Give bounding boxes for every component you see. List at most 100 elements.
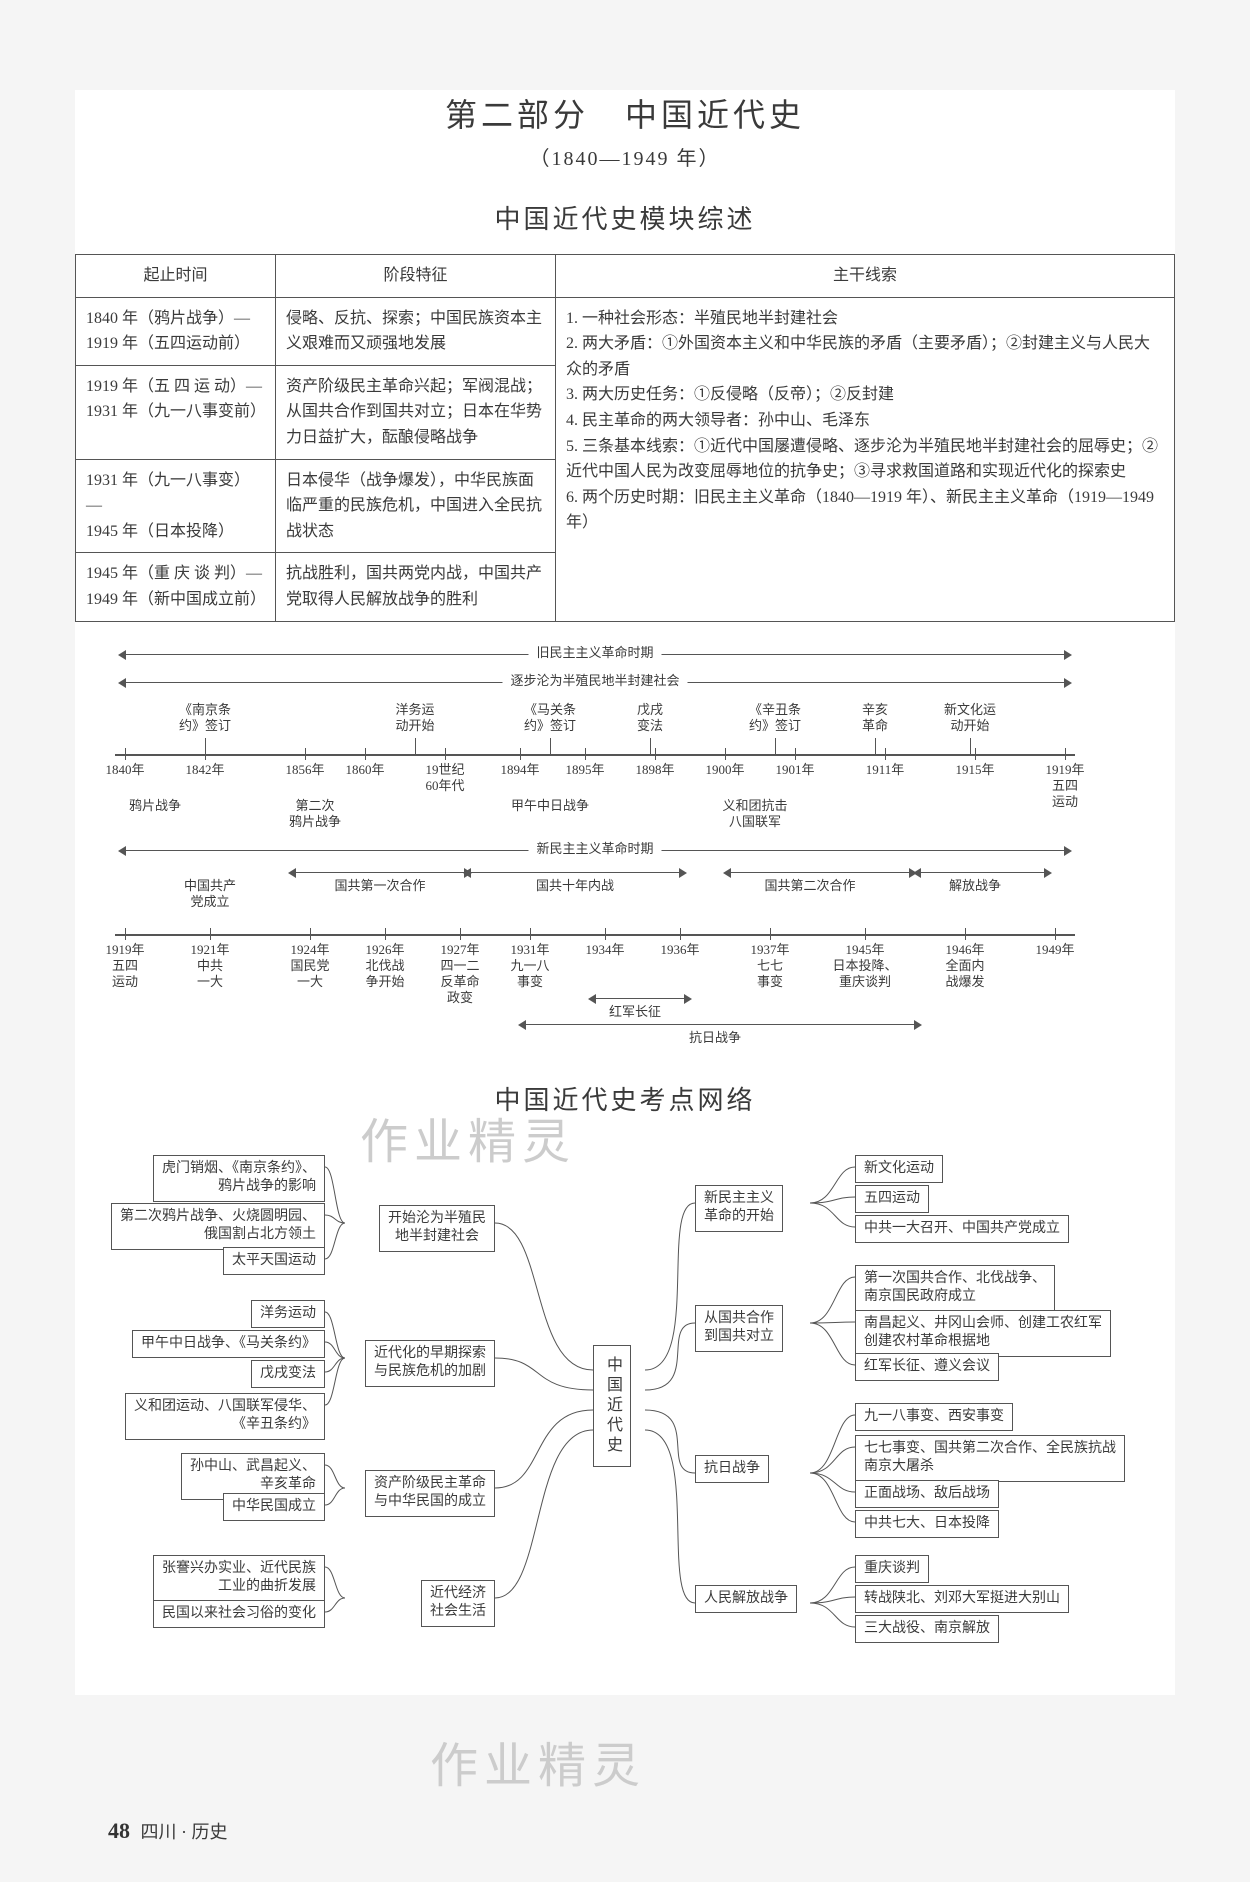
mm-right-hub: 人民解放战争 xyxy=(695,1585,797,1614)
cell-r1c0: 1919 年（五 四 运 动）— 1931 年（九一八事变前） xyxy=(76,365,276,459)
page-footer: 48 四川 · 历史 xyxy=(108,1818,228,1844)
page-content: 第二部分 中国近代史 （1840—1949 年） 中国近代史模块综述 起止时间 … xyxy=(75,90,1175,1695)
tl2-year: 1945年 日本投降、 重庆谈判 xyxy=(832,942,897,991)
mm-right-hub: 从国共合作 到国共对立 xyxy=(695,1305,783,1353)
tl1-event: 辛亥 革命 xyxy=(862,702,888,735)
tl1-year: 1911年 xyxy=(866,762,905,778)
era2-label: 新民主主义革命时期 xyxy=(528,838,661,857)
section-heading-2: 中国近代史考点网络 xyxy=(75,1080,1175,1117)
mm-right-leaf: 正面战场、敌后战场 xyxy=(855,1480,999,1509)
tl2-top: 国共第二次合作 xyxy=(764,878,855,894)
tl2-year: 1926年 北伐战 争开始 xyxy=(365,942,404,991)
cell-col3: 1. 一种社会形态：半殖民地半封建社会 2. 两大矛盾：①外国资本主义和中华民族… xyxy=(556,297,1175,621)
tl2-top: 中国共产 党成立 xyxy=(184,878,236,911)
cell-r2c1: 日本侵华（战争爆发），中华民族面临严重的民族危机，中国进入全民抗战状态 xyxy=(276,459,556,553)
page-number: 48 xyxy=(108,1818,130,1843)
tl1-event: 新文化运 动开始 xyxy=(944,702,996,735)
tl2-year: 1949年 xyxy=(1035,942,1074,958)
tl2-year: 1919年 五四 运动 xyxy=(105,942,144,991)
cell-r0c1: 侵略、反抗、探索；中国民族资本主义艰难而又顽强地发展 xyxy=(276,297,556,365)
mm-right-leaf: 转战陕北、刘邓大军挺进大别山 xyxy=(855,1585,1069,1614)
cell-r2c0: 1931 年（九一八事变）— 1945 年（日本投降） xyxy=(76,459,276,553)
mm-left-leaf: 太平天国运动 xyxy=(223,1247,325,1276)
timeline-new-democracy: 新民主主义革命时期 中国共产 党成立国共第一次合作国共十年内战国共第二次合作解放… xyxy=(75,842,1175,1052)
title-main: 第二部分 中国近代史 xyxy=(75,90,1175,136)
mm-right-hub: 新民主主义 革命的开始 xyxy=(695,1185,783,1233)
tl1-year: 1915年 xyxy=(955,762,994,778)
tl1-year: 1840年 xyxy=(105,762,144,778)
tl1-event: 洋务运 动开始 xyxy=(395,702,434,735)
tl1-year: 1856年 xyxy=(285,762,324,778)
mm-left-leaf: 洋务运动 xyxy=(251,1300,325,1329)
mm-left-leaf: 义和团运动、八国联军侵华、 《辛丑条约》 xyxy=(125,1393,325,1441)
mm-left-leaf: 虎门销烟、《南京条约》、 鸦片战争的影响 xyxy=(153,1155,325,1203)
tl1-year: 19世纪 60年代 xyxy=(425,762,464,795)
mm-left-leaf: 民国以来社会习俗的变化 xyxy=(153,1600,325,1629)
mm-right-leaf: 重庆谈判 xyxy=(855,1555,929,1584)
tl2-year: 1937年 七七 事变 xyxy=(750,942,789,991)
mm-left-leaf: 甲午中日战争、《马关条约》 xyxy=(132,1330,325,1359)
tl2-below: 红军长征 xyxy=(609,1004,661,1020)
mm-right-hub: 抗日战争 xyxy=(695,1455,769,1484)
tl2-year: 1936年 xyxy=(660,942,699,958)
mm-left-leaf: 第二次鸦片战争、火烧圆明园、 俄国割占北方领土 xyxy=(111,1203,325,1251)
cell-r3c0: 1945 年（重 庆 谈 判）— 1949 年（新中国成立前） xyxy=(76,553,276,621)
tl1-year: 1894年 xyxy=(500,762,539,778)
tl1-year: 1900年 xyxy=(705,762,744,778)
cell-r3c1: 抗战胜利，国共两党内战，中国共产党取得人民解放战争的胜利 xyxy=(276,553,556,621)
tl1-below: 第二次 鸦片战争 xyxy=(289,798,341,831)
tl1-event: 戊戌 变法 xyxy=(637,702,663,735)
tl2-year: 1927年 四一二 反革命 政变 xyxy=(440,942,479,1007)
mindmap-center: 中国近代史 xyxy=(593,1345,631,1467)
tl2-below: 抗日战争 xyxy=(689,1030,741,1046)
tl1-year: 1919年 五四 运动 xyxy=(1045,762,1084,811)
summary-table: 起止时间 阶段特征 主干线索 1840 年（鸦片战争）— 1919 年（五四运动… xyxy=(75,254,1175,622)
tl1-below: 鸦片战争 xyxy=(129,798,181,814)
tl2-year: 1946年 全面内 战爆发 xyxy=(945,942,984,991)
tl1-below: 甲午中日战争 xyxy=(511,798,589,814)
tl1-year: 1860年 xyxy=(345,762,384,778)
mm-left-hub: 资产阶级民主革命 与中华民国的成立 xyxy=(365,1470,495,1518)
tl1-event: 《南京条 约》签订 xyxy=(179,702,231,735)
th-feature: 阶段特征 xyxy=(276,255,556,298)
tl1-year: 1895年 xyxy=(565,762,604,778)
mm-left-leaf: 中华民国成立 xyxy=(223,1493,325,1522)
tl1-event: 《马关条 约》签订 xyxy=(524,702,576,735)
tl1-year: 1842年 xyxy=(185,762,224,778)
mm-left-leaf: 戊戌变法 xyxy=(251,1360,325,1389)
tl1-year: 1898年 xyxy=(635,762,674,778)
tl1-year: 1901年 xyxy=(775,762,814,778)
tl1-event: 《辛丑条 约》签订 xyxy=(749,702,801,735)
cell-r1c1: 资产阶级民主革命兴起；军阀混战；从国共合作到国共对立；日本在华势力日益扩大，酝酿… xyxy=(276,365,556,459)
mm-right-leaf: 九一八事变、西安事变 xyxy=(855,1403,1013,1432)
mm-left-hub: 近代经济 社会生活 xyxy=(421,1580,495,1628)
th-time: 起止时间 xyxy=(76,255,276,298)
mm-left-hub: 开始沦为半殖民 地半封建社会 xyxy=(379,1205,495,1253)
sub1-label: 逐步沦为半殖民地半封建社会 xyxy=(502,670,687,689)
mm-right-leaf: 七七事变、国共第二次合作、全民族抗战 南京大屠杀 xyxy=(855,1435,1125,1483)
mm-left-hub: 近代化的早期探索 与民族危机的加剧 xyxy=(365,1340,495,1388)
tl2-top: 国共第一次合作 xyxy=(334,878,425,894)
tl2-year: 1934年 xyxy=(585,942,624,958)
mm-right-leaf: 五四运动 xyxy=(855,1185,929,1214)
watermark-2: 作业精灵 xyxy=(430,1726,646,1796)
tl2-top: 解放战争 xyxy=(949,878,1001,894)
tl2-year: 1921年 中共 一大 xyxy=(190,942,229,991)
timeline-old-democracy: 旧民主主义革命时期 逐步沦为半殖民地半封建社会 《南京条 约》签订洋务运 动开始… xyxy=(75,646,1175,836)
tl2-year: 1924年 国民党 一大 xyxy=(290,942,329,991)
section-heading-1: 中国近代史模块综述 xyxy=(75,199,1175,236)
mindmap: 中国近代史 开始沦为半殖民 地半封建社会近代化的早期探索 与民族危机的加剧资产阶… xyxy=(75,1135,1175,1695)
mm-right-leaf: 南昌起义、井冈山会师、创建工农红军 创建农村革命根据地 xyxy=(855,1310,1111,1358)
tl2-top: 国共十年内战 xyxy=(536,878,614,894)
cell-r0c0: 1840 年（鸦片战争）— 1919 年（五四运动前） xyxy=(76,297,276,365)
era1-label: 旧民主主义革命时期 xyxy=(528,642,661,661)
mm-right-leaf: 中共七大、日本投降 xyxy=(855,1510,999,1539)
mm-right-leaf: 新文化运动 xyxy=(855,1155,943,1184)
mm-right-leaf: 第一次国共合作、北伐战争、 南京国民政府成立 xyxy=(855,1265,1055,1313)
tl2-year: 1931年 九一八 事变 xyxy=(510,942,549,991)
mm-left-leaf: 张謇兴办实业、近代民族 工业的曲折发展 xyxy=(153,1555,325,1603)
title-subtitle: （1840—1949 年） xyxy=(75,142,1175,171)
mm-right-leaf: 红军长征、遵义会议 xyxy=(855,1353,999,1382)
tl1-below: 义和团抗击 八国联军 xyxy=(722,798,787,831)
mm-right-leaf: 中共一大召开、中国共产党成立 xyxy=(855,1215,1069,1244)
